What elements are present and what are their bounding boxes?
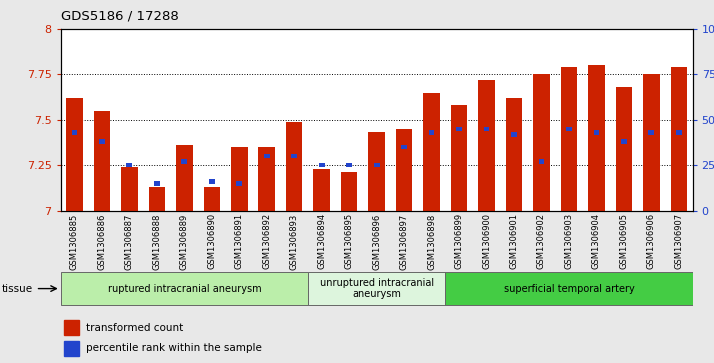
Bar (286, 122, 303, 211)
Bar (593, 130, 599, 135)
Bar (264, 154, 270, 158)
Bar (308, 272, 446, 305)
Bar (319, 163, 325, 167)
Bar (483, 127, 489, 131)
Bar (126, 163, 132, 167)
Bar (401, 145, 407, 149)
Bar (670, 67, 687, 211)
Bar (533, 74, 550, 211)
Bar (451, 105, 467, 211)
Bar (648, 130, 654, 135)
Bar (99, 139, 105, 144)
Text: tissue: tissue (2, 284, 34, 294)
Bar (231, 147, 248, 211)
Bar (428, 130, 434, 135)
Bar (346, 163, 352, 167)
Bar (64, 320, 79, 335)
Bar (236, 181, 242, 185)
Bar (258, 147, 275, 211)
Text: percentile rank within the sample: percentile rank within the sample (86, 343, 261, 354)
Bar (154, 181, 160, 185)
Bar (181, 159, 187, 164)
Bar (209, 179, 215, 184)
Bar (66, 98, 83, 211)
Bar (313, 169, 330, 211)
Text: transformed count: transformed count (86, 323, 183, 333)
Bar (373, 163, 380, 167)
Bar (560, 67, 577, 211)
Bar (456, 127, 462, 131)
Bar (615, 87, 632, 211)
Bar (423, 93, 440, 211)
Text: unruptured intracranial
aneurysm: unruptured intracranial aneurysm (320, 278, 433, 299)
Bar (588, 65, 605, 211)
Bar (511, 132, 517, 136)
Bar (203, 187, 220, 211)
Bar (94, 111, 110, 211)
Bar (64, 340, 79, 356)
Bar (61, 272, 308, 305)
Bar (676, 130, 682, 135)
Bar (478, 80, 495, 211)
Bar (368, 132, 385, 211)
Bar (291, 154, 297, 158)
Bar (506, 98, 522, 211)
Bar (538, 159, 544, 164)
Text: superficial temporal artery: superficial temporal artery (503, 284, 634, 294)
Text: GDS5186 / 17288: GDS5186 / 17288 (61, 9, 178, 22)
Bar (121, 167, 138, 211)
Bar (621, 139, 627, 144)
Bar (643, 74, 660, 211)
Bar (341, 172, 358, 211)
Bar (149, 187, 165, 211)
Text: ruptured intracranial aneurysm: ruptured intracranial aneurysm (108, 284, 261, 294)
Bar (176, 145, 193, 211)
Bar (396, 129, 413, 211)
Bar (566, 127, 572, 131)
Bar (71, 130, 77, 135)
Bar (446, 272, 693, 305)
